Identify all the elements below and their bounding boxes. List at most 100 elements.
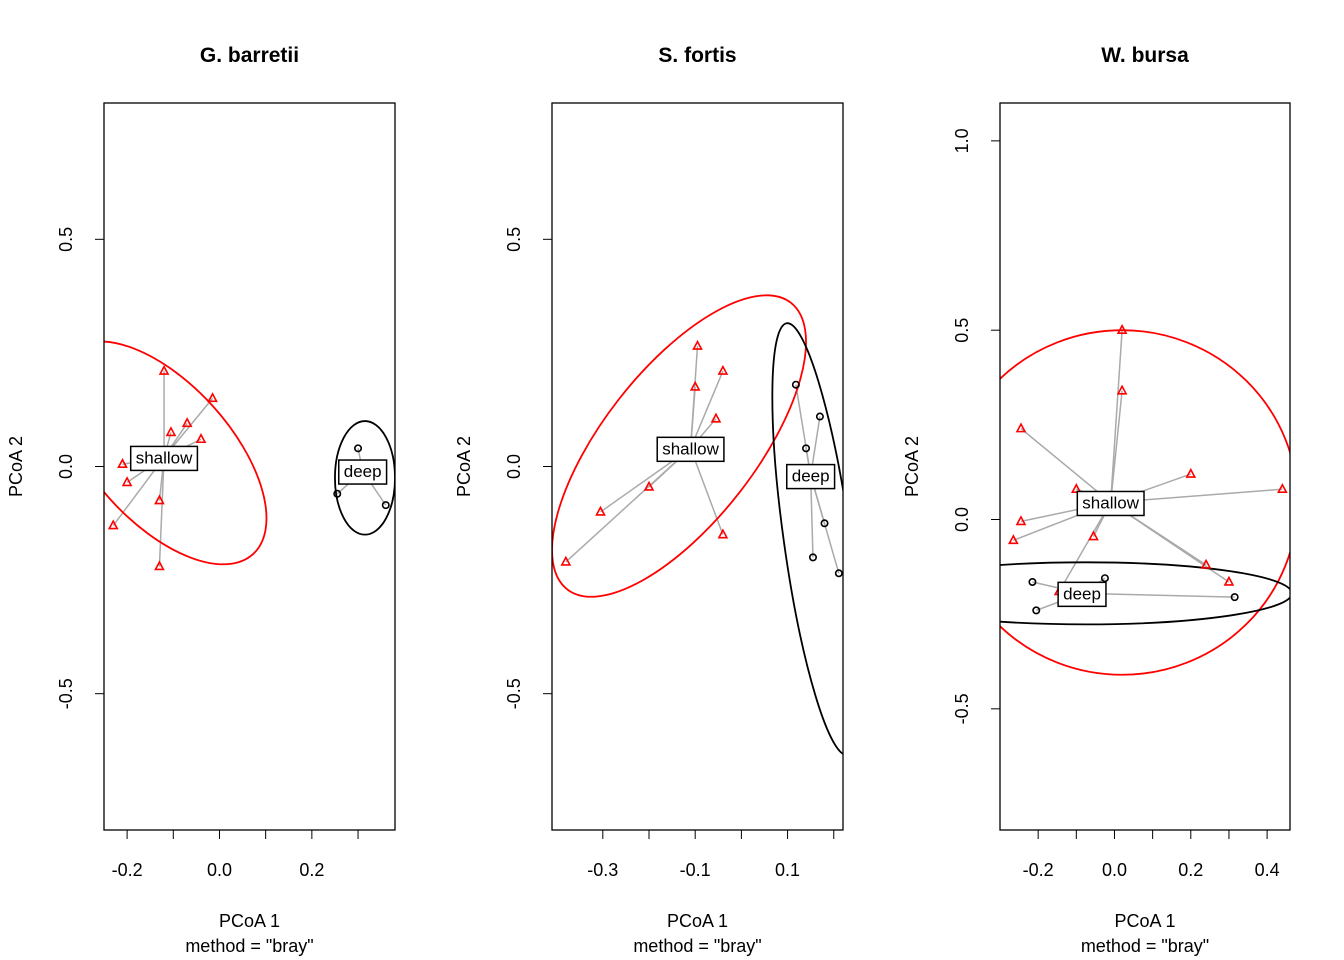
group-label-shallow: shallow <box>129 445 199 472</box>
group-label-box <box>656 436 725 463</box>
spider-segment-shallow <box>689 370 724 449</box>
point-shallow <box>692 339 703 350</box>
point-shallow <box>1015 515 1027 526</box>
plot-area: shallow deep <box>104 340 395 571</box>
point-shallow <box>165 426 177 437</box>
group-label-deep: deep <box>1057 581 1107 608</box>
point-deep <box>1028 577 1037 586</box>
group-label-deep: deep <box>786 463 836 490</box>
group-label-box <box>129 445 199 472</box>
x-tick-label: -0.2 <box>1023 860 1054 880</box>
group-label-box <box>1057 581 1107 608</box>
group-label-text: shallow <box>136 448 193 467</box>
x-axis-label: PCoA 1 <box>1114 911 1175 931</box>
ellipse-shallow <box>104 340 268 566</box>
x-axis-label: PCoA 1 <box>667 911 728 931</box>
point-deep <box>808 553 817 562</box>
group-label-box <box>786 463 836 490</box>
point-shallow <box>1070 483 1082 494</box>
y-tick-label: -0.5 <box>952 693 972 724</box>
chart-panel-3: W. bursa PCoA 1 method = "bray" PCoA 2 -0.2 0… <box>902 44 1291 956</box>
point-shallow <box>689 380 701 391</box>
point-deep <box>815 412 824 421</box>
point-shallow <box>1200 558 1212 569</box>
group-label-box <box>1076 490 1145 517</box>
y-tick-label: 1.0 <box>952 128 972 153</box>
point-shallow <box>195 433 207 444</box>
y-tick-label: 0.5 <box>504 227 524 252</box>
spider-segment-shallow <box>565 447 692 563</box>
x-tick-label: -0.3 <box>587 860 618 880</box>
x-axis-sublabel: method = "bray" <box>185 936 313 956</box>
point-shallow <box>117 458 128 469</box>
point-deep <box>834 569 843 578</box>
point-shallow <box>154 560 165 571</box>
x-tick-label: 0.0 <box>1102 860 1127 880</box>
y-tick-label: 0.5 <box>56 227 76 252</box>
plot-frame <box>551 102 844 831</box>
spider-segment-deep <box>1082 592 1235 598</box>
point-shallow <box>207 392 218 403</box>
group-label-shallow: shallow <box>1076 490 1145 517</box>
point-shallow <box>643 480 655 491</box>
point-deep <box>354 444 363 453</box>
point-deep <box>820 519 829 528</box>
point-shallow <box>154 494 165 505</box>
x-axis-sublabel: method = "bray" <box>1081 936 1209 956</box>
y-tick-label: 0.0 <box>504 454 524 479</box>
group-label-text: deep <box>1063 584 1101 603</box>
point-shallow <box>121 476 133 487</box>
point-deep <box>1032 606 1041 615</box>
point-shallow <box>560 555 572 566</box>
point-shallow <box>710 412 722 423</box>
x-axis-sublabel: method = "bray" <box>633 936 761 956</box>
plot-area: shallow deep <box>1000 323 1290 676</box>
x-tick-label: 0.2 <box>299 860 324 880</box>
point-deep <box>1100 574 1109 583</box>
point-shallow <box>1277 483 1288 494</box>
x-tick-label: -0.1 <box>680 860 711 880</box>
point-deep <box>381 501 390 510</box>
point-shallow <box>717 528 729 539</box>
point-deep <box>1230 593 1239 602</box>
group-label-text: deep <box>344 462 382 481</box>
group-label-box <box>338 459 388 485</box>
x-axis-label: PCoA 1 <box>219 911 280 931</box>
ellipse-deep <box>334 420 395 536</box>
point-deep <box>333 489 342 498</box>
plot-area: shallow deep <box>552 294 843 757</box>
point-deep <box>802 444 811 453</box>
y-tick-label: 0.5 <box>952 318 972 343</box>
point-deep <box>791 380 800 389</box>
group-label-text: shallow <box>662 439 719 458</box>
ellipse-deep <box>771 322 843 757</box>
spider-segment-shallow <box>1058 502 1112 592</box>
x-tick-label: 0.1 <box>775 860 800 880</box>
spider-segment-shallow <box>1109 330 1123 503</box>
spider-segment-deep <box>809 475 840 574</box>
point-shallow <box>595 505 606 516</box>
chart-panel-2: S. fortis PCoA 1 method = "bray" PCoA 2 -0.3… <box>454 44 844 956</box>
point-shallow <box>1088 530 1099 541</box>
point-shallow <box>181 417 193 428</box>
chart-title: W. bursa <box>1101 44 1189 67</box>
x-tick-label: 0.2 <box>1178 860 1203 880</box>
spider-segment-shallow <box>689 448 724 535</box>
group-label-text: shallow <box>1082 493 1139 512</box>
group-label-text: deep <box>792 467 830 486</box>
point-shallow <box>1223 575 1235 586</box>
point-shallow <box>717 364 729 375</box>
y-tick-label: -0.5 <box>56 678 76 709</box>
point-shallow <box>1116 384 1128 395</box>
chart-title: G. barretii <box>200 44 299 67</box>
group-label-shallow: shallow <box>656 436 725 463</box>
spider-segment-shallow <box>158 457 165 567</box>
y-axis-label: PCoA 2 <box>454 436 474 497</box>
group-label-deep: deep <box>338 459 388 485</box>
chart-panel-1: G. barretii PCoA 1 method = "bray" PCoA 2 -0… <box>6 44 396 956</box>
y-axis-label: PCoA 2 <box>902 436 922 497</box>
y-tick-label: -0.5 <box>504 678 524 709</box>
y-axis-label: PCoA 2 <box>6 436 26 497</box>
point-shallow <box>1015 422 1027 433</box>
